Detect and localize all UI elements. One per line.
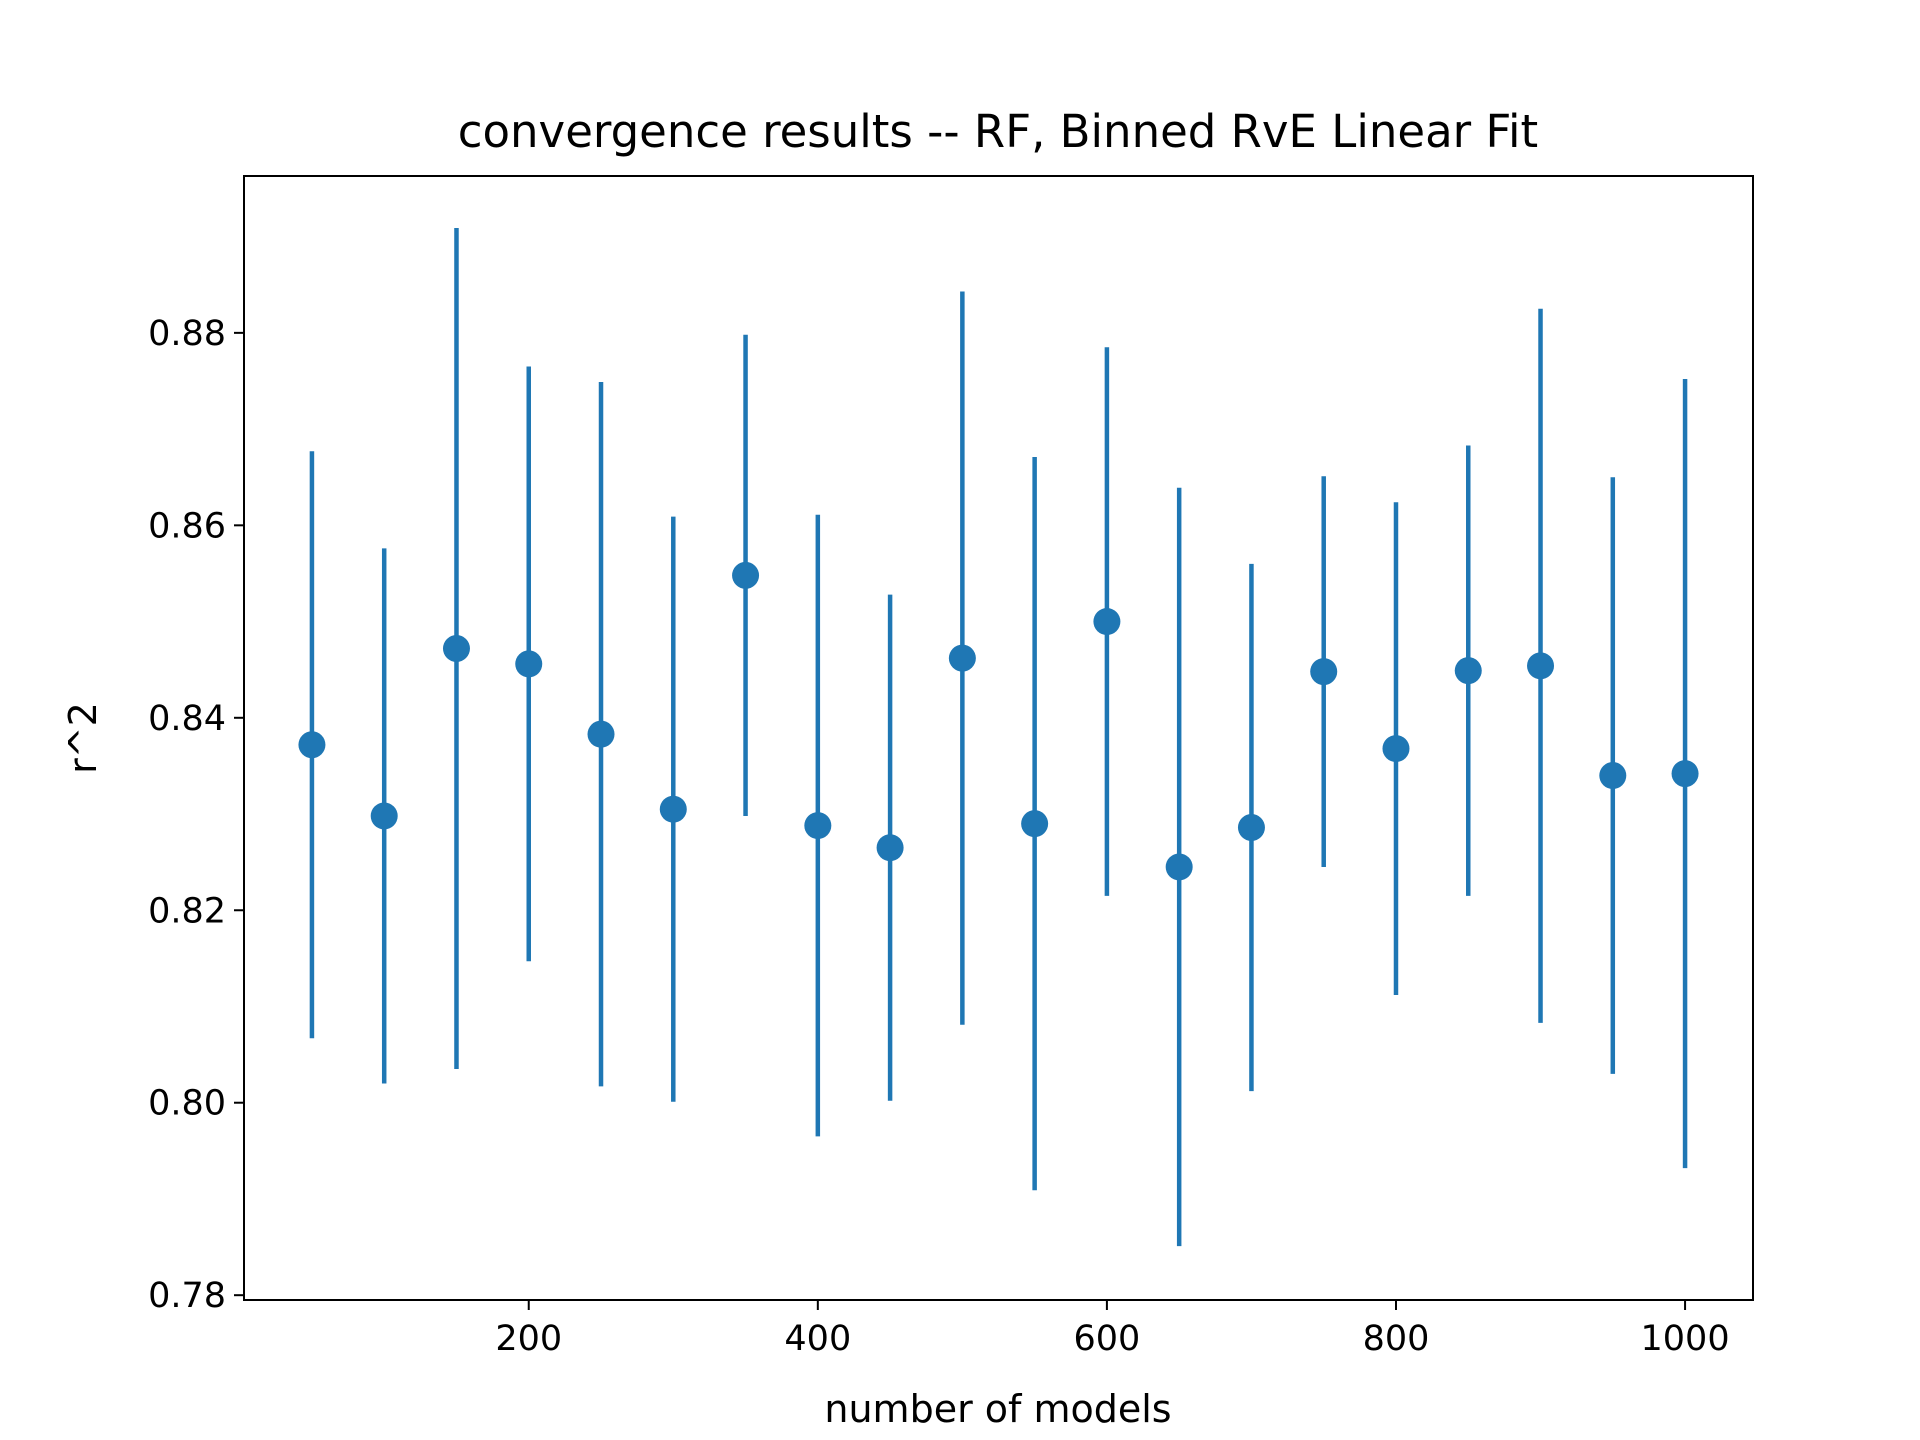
- data-point: [587, 720, 615, 748]
- data-point: [1021, 810, 1049, 838]
- data-point: [1599, 762, 1627, 790]
- data-point: [659, 795, 687, 823]
- x-axis-ticks: 200 400 600 800 1000: [495, 1300, 1730, 1359]
- data-point: [1165, 853, 1193, 881]
- y-tick-label: 0.86: [148, 506, 226, 546]
- data-point: [370, 802, 398, 830]
- y-tick-label: 0.84: [148, 699, 226, 739]
- x-tick-label: 800: [1363, 1319, 1430, 1359]
- data-point: [1093, 608, 1121, 636]
- x-tick-label: 600: [1073, 1319, 1140, 1359]
- y-tick-label: 0.80: [148, 1084, 226, 1124]
- data-point: [1382, 735, 1410, 763]
- data-point: [515, 650, 543, 678]
- data-point: [804, 812, 832, 840]
- y-axis-ticks: 0.78 0.80 0.82 0.84 0.86 0.88: [148, 314, 244, 1316]
- data-point: [1310, 658, 1338, 686]
- y-tick-label: 0.78: [148, 1276, 226, 1316]
- y-tick-label: 0.88: [148, 314, 226, 354]
- y-tick-label: 0.82: [148, 891, 226, 931]
- x-axis-label: number of models: [824, 1387, 1171, 1431]
- x-tick-label: 400: [784, 1319, 851, 1359]
- chart-title: convergence results -- RF, Binned RvE Li…: [458, 105, 1538, 158]
- data-point: [732, 561, 760, 589]
- data-point: [876, 834, 904, 862]
- data-point: [298, 731, 326, 759]
- data-point: [1671, 760, 1699, 788]
- data-point: [948, 644, 976, 672]
- data-point: [1454, 657, 1482, 685]
- x-tick-label: 1000: [1641, 1319, 1730, 1359]
- y-axis-label: r^2: [61, 702, 105, 774]
- data-point: [442, 635, 470, 663]
- data-point: [1237, 813, 1265, 841]
- x-tick-label: 200: [495, 1319, 562, 1359]
- plot-marks: [298, 227, 1699, 1247]
- data-point: [1527, 652, 1555, 680]
- plot-frame: [243, 175, 1754, 1301]
